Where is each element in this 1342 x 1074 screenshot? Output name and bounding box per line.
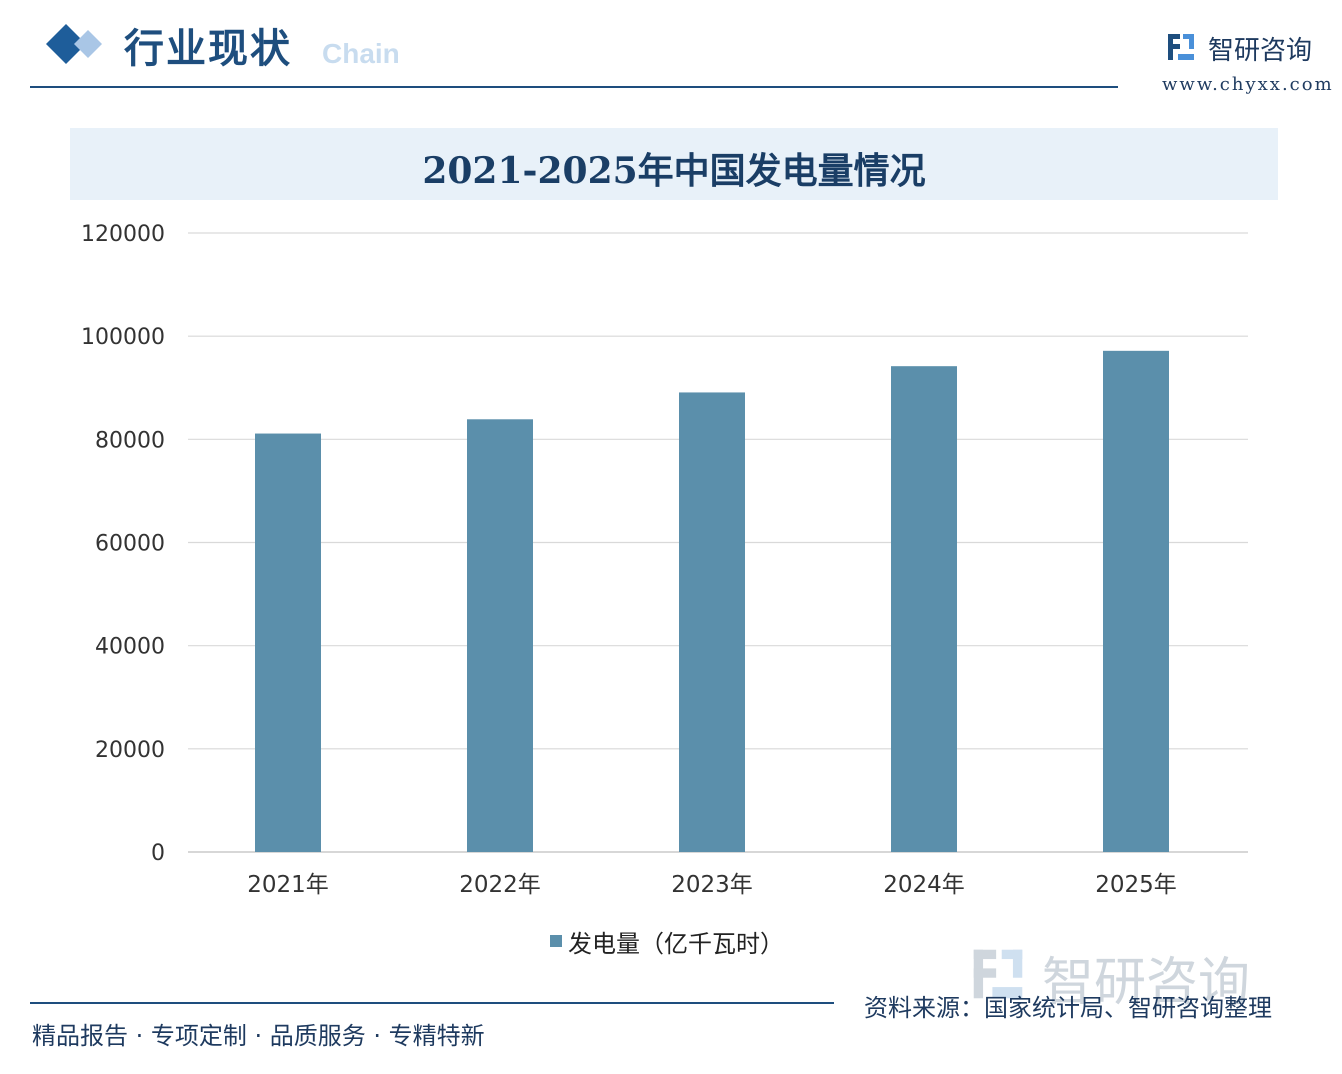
watermark-logo-icon [973, 949, 1023, 999]
y-tick-label: 80000 [95, 428, 165, 453]
footer-divider [30, 1002, 834, 1004]
brand-watermark: 智研咨询 [968, 940, 1308, 1013]
brand-url: www.chyxx.com [1162, 74, 1334, 95]
chart-legend: 发电量（亿千瓦时） [550, 924, 784, 958]
bar [255, 433, 321, 852]
chart-title-bar: 2021-2025年中国发电量情况 [70, 128, 1278, 200]
footer-slogan: 精品报告 · 专项定制 · 品质服务 · 专精特新 [32, 1022, 485, 1050]
bar [891, 366, 957, 852]
x-tick-layer: 2021年 2022年 2023年 2024年 2025年 [247, 872, 1177, 898]
y-tick-label: 20000 [95, 738, 165, 763]
legend-swatch [550, 935, 562, 947]
section-subtitle: Chain [322, 38, 400, 69]
x-tick-label: 2023年 [671, 872, 753, 898]
header-diamond-icon [46, 24, 102, 64]
y-tick-label: 40000 [95, 635, 165, 660]
y-tick-label: 60000 [95, 532, 165, 557]
bar [679, 392, 745, 852]
watermark-brand-name: 智研咨询 [1042, 953, 1251, 1013]
bar-layer [255, 350, 1169, 852]
x-tick-label: 2025年 [1095, 872, 1177, 898]
bar [467, 419, 533, 852]
brand-name: 智研咨询 [1208, 36, 1313, 66]
brand-logo: 智研咨询 www.chyxx.com [1162, 28, 1332, 98]
legend-label: 发电量（亿千瓦时） [568, 929, 784, 958]
y-tick-layer: 0 20000 40000 60000 80000 100000 120000 [81, 222, 165, 866]
chart-title: 2021-2025年中国发电量情况 [422, 150, 926, 192]
y-tick-label: 120000 [81, 222, 165, 247]
y-tick-label: 0 [151, 841, 165, 866]
data-source: 资料来源：国家统计局、智研咨询整理 [864, 994, 1272, 1022]
brand-logo-icon [1168, 34, 1194, 60]
x-tick-label: 2024年 [883, 872, 965, 898]
x-tick-label: 2021年 [247, 872, 329, 898]
x-tick-label: 2022年 [459, 872, 541, 898]
header-divider [30, 86, 1118, 88]
bar [1103, 350, 1169, 852]
section-title: 行业现状 [124, 25, 292, 72]
y-tick-label: 100000 [81, 325, 165, 350]
